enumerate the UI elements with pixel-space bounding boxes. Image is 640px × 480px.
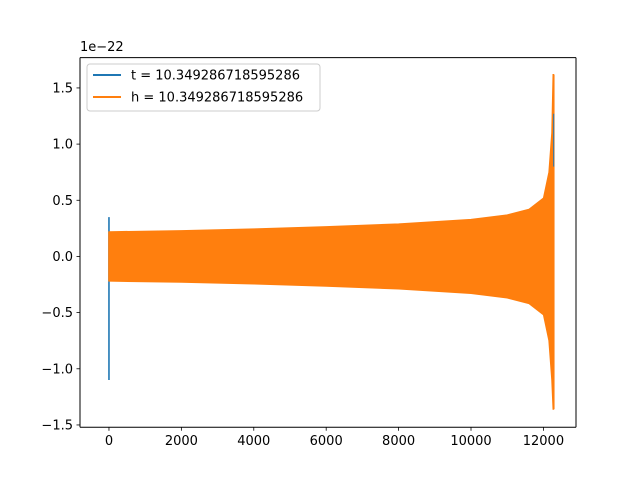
y-tick-label: −1.0 <box>41 362 73 377</box>
x-tick-label: 12000 <box>523 434 564 449</box>
x-axis-ticks: 0 2000 4000 6000 8000 10000 12000 <box>105 427 564 449</box>
y-tick-label: 1.0 <box>52 138 73 153</box>
y-axis-ticks: −1.5 −1.0 −0.5 0.0 0.5 1.0 1.5 <box>41 81 80 433</box>
legend-label-t: t = 10.349286718595286 <box>131 69 300 84</box>
axes-frame <box>79 57 577 428</box>
legend-box <box>86 63 321 112</box>
x-tick-label: 6000 <box>310 434 343 449</box>
y-tick-label: −1.5 <box>41 418 73 433</box>
x-tick-label: 0 <box>105 434 113 449</box>
x-tick-label: 4000 <box>237 434 270 449</box>
x-tick-label: 10000 <box>450 434 491 449</box>
y-tick-label: 1.5 <box>52 81 73 96</box>
y-tick-label: 0.0 <box>52 250 73 265</box>
legend: t = 10.349286718595286 h = 10.3492867185… <box>86 63 321 112</box>
y-tick-label: 0.5 <box>52 194 73 209</box>
data-layer <box>108 73 555 410</box>
y-axis-scale-label: 1e−22 <box>80 40 124 55</box>
legend-label-h: h = 10.349286718595286 <box>131 91 303 106</box>
y-tick-label: −0.5 <box>41 306 73 321</box>
x-tick-label: 2000 <box>165 434 198 449</box>
x-tick-label: 8000 <box>382 434 415 449</box>
series-h-band <box>108 73 555 410</box>
